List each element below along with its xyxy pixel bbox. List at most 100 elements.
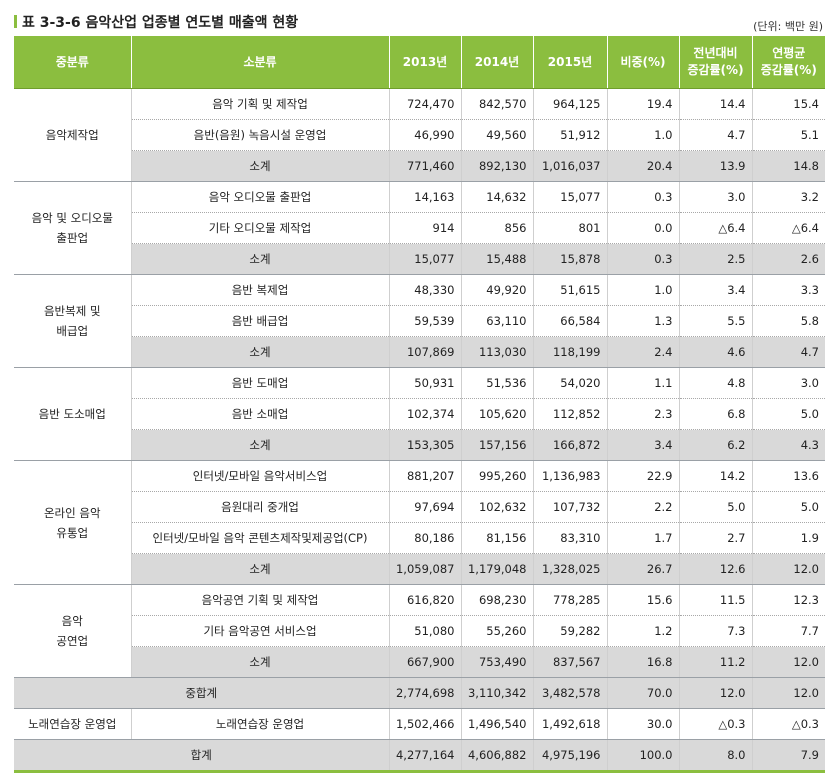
- value-2013: 667,900: [389, 646, 462, 678]
- value-2013: 50,931: [389, 367, 462, 399]
- value-share: 19.4: [607, 88, 680, 120]
- value-2015: 4,975,196: [533, 739, 608, 773]
- value-cagr: 1.9: [752, 522, 825, 554]
- table-row: 음반 소매업 102,374 105,620 112,852 2.3 6.8 5…: [14, 398, 825, 430]
- value-cagr: 5.0: [752, 491, 825, 523]
- value-share: 1.7: [607, 522, 680, 554]
- table-title: 표 3-3-6 음악산업 업종별 연도별 매출액 현황: [22, 15, 299, 31]
- group-name-line2: 출판업: [56, 231, 89, 245]
- subtotal-row: 소계 771,460 892,130 1,016,037 20.4 13.9 1…: [14, 150, 825, 182]
- value-2015: 3,482,578: [533, 677, 608, 709]
- value-2014: 842,570: [461, 88, 534, 120]
- value-yoy: 13.9: [679, 150, 753, 182]
- value-yoy: 14.2: [679, 460, 753, 492]
- subgroup-name: 음반 배급업: [131, 305, 390, 337]
- value-yoy: 12.6: [679, 553, 753, 585]
- value-2015: 801: [533, 212, 608, 244]
- group-name-line1: 음악 및 오디오물: [31, 211, 113, 225]
- value-share: 0.3: [607, 181, 680, 213]
- grand-total-label: 합계: [14, 739, 390, 773]
- value-2015: 778,285: [533, 584, 608, 616]
- value-yoy: 4.7: [679, 119, 753, 151]
- value-2013: 14,163: [389, 181, 462, 213]
- header-yoy: 전년대비 증감률(%): [679, 36, 753, 89]
- table-unit-note: (단위: 백만 원): [753, 20, 823, 33]
- table-row: 기타 오디오물 제작업 914 856 801 0.0 △6.4 △6.4: [14, 212, 825, 244]
- subtotal-label: 소계: [131, 553, 390, 585]
- header-share: 비중(%): [607, 36, 680, 89]
- value-yoy: △6.4: [679, 212, 753, 244]
- table-row: 음악 공연업 음악공연 기획 및 제작업 616,820 698,230 778,…: [14, 584, 825, 678]
- value-2015: 59,282: [533, 615, 608, 647]
- table-row: 음원대리 중개업 97,694 102,632 107,732 2.2 5.0 …: [14, 491, 825, 523]
- header-cagr-line1: 연평균: [772, 46, 806, 60]
- value-yoy: 3.0: [679, 181, 753, 213]
- value-2014: 51,536: [461, 367, 534, 399]
- group-cell: 음반 도소매업: [14, 367, 132, 461]
- value-share: 0.3: [607, 243, 680, 275]
- value-2013: 153,305: [389, 429, 462, 461]
- value-cagr: 12.0: [752, 677, 825, 709]
- value-2014: 14,632: [461, 181, 534, 213]
- value-2013: 15,077: [389, 243, 462, 275]
- value-share: 1.3: [607, 305, 680, 337]
- value-2014: 856: [461, 212, 534, 244]
- value-2015: 112,852: [533, 398, 608, 430]
- value-share: 2.4: [607, 336, 680, 368]
- table-row: 음반복제 및 배급업 음반 복제업 48,330 49,920 51,615 1.…: [14, 274, 825, 368]
- header-cagr-line2: 증감률(%): [760, 63, 817, 77]
- header-yoy-line1: 전년대비: [693, 46, 738, 60]
- subtotal-label: 소계: [131, 429, 390, 461]
- subtotal-row: 소계 153,305 157,156 166,872 3.4 6.2 4.3: [14, 429, 825, 461]
- header-group: 중분류: [14, 36, 132, 89]
- value-2015: 54,020: [533, 367, 608, 399]
- value-cagr: 14.8: [752, 150, 825, 182]
- value-2013: 51,080: [389, 615, 462, 647]
- value-2015: 964,125: [533, 88, 608, 120]
- subtotal-label: 소계: [131, 336, 390, 368]
- value-2015: 15,878: [533, 243, 608, 275]
- subgroup-name: 음악 오디오물 출판업: [131, 181, 390, 213]
- value-2013: 97,694: [389, 491, 462, 523]
- value-yoy: 4.8: [679, 367, 753, 399]
- value-yoy: 2.5: [679, 243, 753, 275]
- value-share: 100.0: [607, 739, 680, 773]
- value-yoy: 14.4: [679, 88, 753, 120]
- group-name-line1: 음악: [61, 614, 83, 628]
- value-2013: 46,990: [389, 119, 462, 151]
- value-yoy: 5.0: [679, 491, 753, 523]
- value-2014: 1,496,540: [461, 708, 534, 740]
- value-2015: 166,872: [533, 429, 608, 461]
- value-2014: 63,110: [461, 305, 534, 337]
- value-share: 16.8: [607, 646, 680, 678]
- value-cagr: 12.3: [752, 584, 825, 616]
- value-share: 22.9: [607, 460, 680, 492]
- value-share: 26.7: [607, 553, 680, 585]
- value-2015: 51,615: [533, 274, 608, 306]
- value-2013: 2,774,698: [389, 677, 462, 709]
- value-2014: 49,920: [461, 274, 534, 306]
- value-share: 15.6: [607, 584, 680, 616]
- table-row: 노래연습장 운영업 노래연습장 운영업 1,502,466 1,496,540 …: [14, 708, 825, 740]
- value-yoy: 3.4: [679, 274, 753, 306]
- table-caption: 표 3-3-6 음악산업 업종별 연도별 매출액 현황 (단위: 백만 원): [14, 6, 825, 36]
- value-2015: 837,567: [533, 646, 608, 678]
- value-2015: 1,492,618: [533, 708, 608, 740]
- group-name-line1: 음반복제 및: [43, 304, 101, 318]
- value-cagr: 4.3: [752, 429, 825, 461]
- value-2015: 66,584: [533, 305, 608, 337]
- subgroup-name: 인터넷/모바일 음악 콘텐츠제작및제공업(CP): [131, 522, 390, 554]
- group-cell: 노래연습장 운영업: [14, 708, 132, 740]
- value-2015: 51,912: [533, 119, 608, 151]
- group-name-line2: 유통업: [56, 525, 89, 540]
- subgroup-name: 음반 복제업: [131, 274, 390, 306]
- group-name-line2: 배급업: [56, 324, 89, 338]
- table-row: 인터넷/모바일 음악 콘텐츠제작및제공업(CP) 80,186 81,156 8…: [14, 522, 825, 554]
- value-2014: 49,560: [461, 119, 534, 151]
- value-2013: 771,460: [389, 150, 462, 182]
- value-yoy: 11.5: [679, 584, 753, 616]
- value-share: 1.2: [607, 615, 680, 647]
- group-name-line1: 온라인 음악: [43, 505, 101, 520]
